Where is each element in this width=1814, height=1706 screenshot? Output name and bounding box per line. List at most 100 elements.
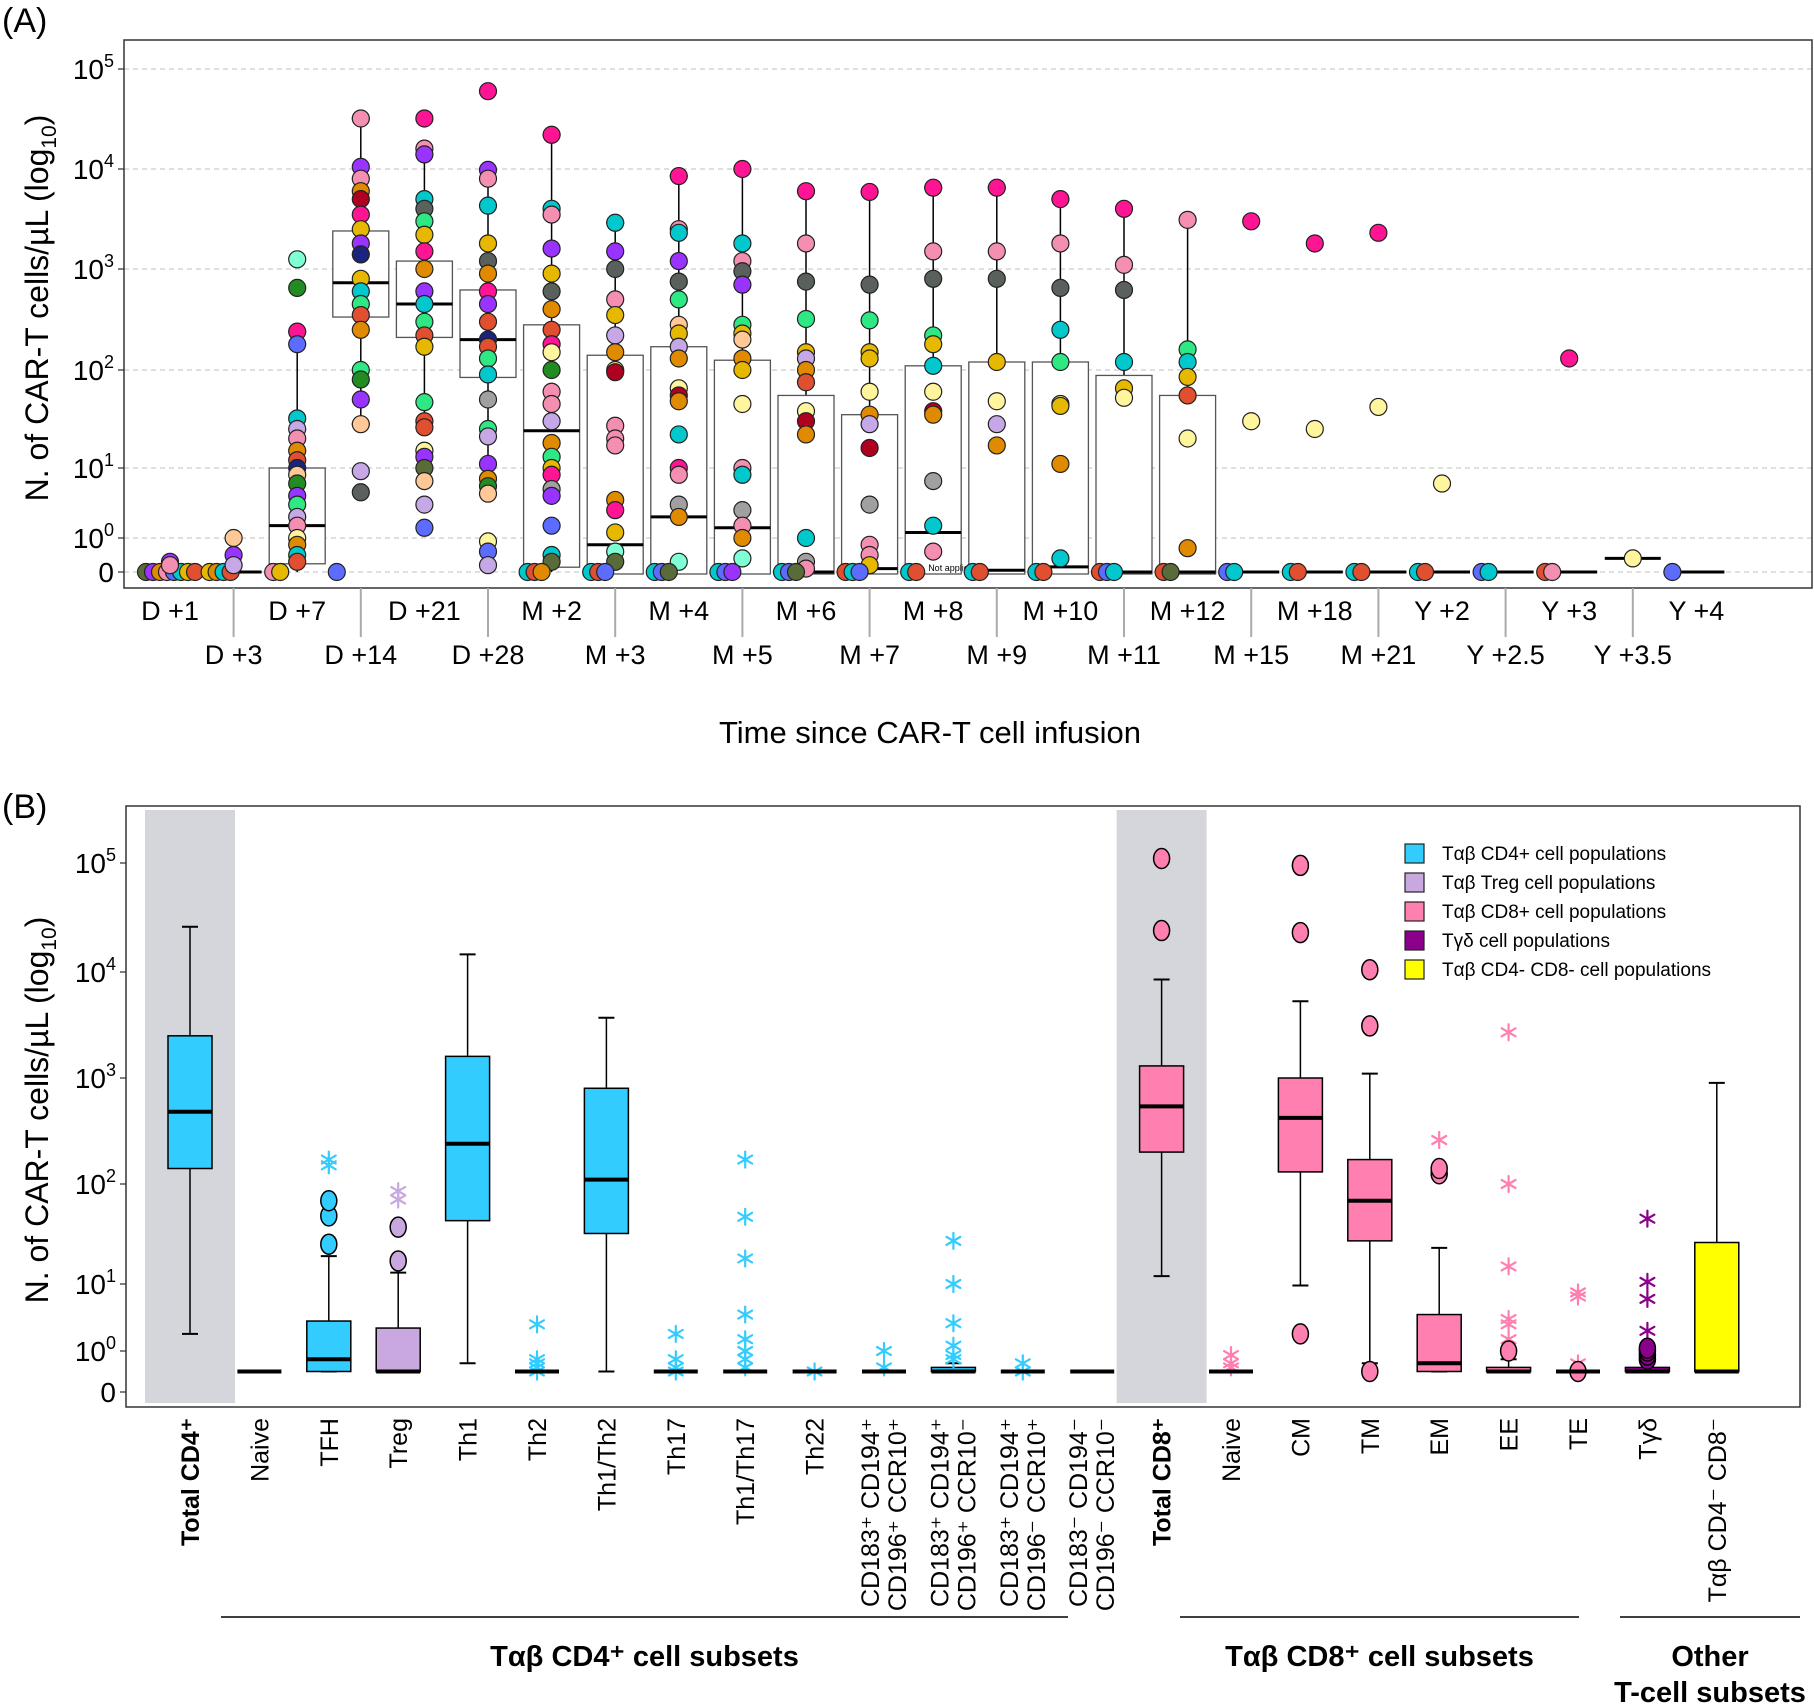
outlier-star-stroke xyxy=(1500,1261,1517,1272)
data-point xyxy=(351,370,370,389)
outlier-star-stroke xyxy=(1639,1325,1656,1336)
data-point xyxy=(1051,320,1070,339)
y-title-end: ) xyxy=(19,115,55,126)
y-tick-base: 10 xyxy=(73,355,104,386)
legend-swatch xyxy=(1404,930,1425,951)
y-tick-base: 10 xyxy=(75,1063,106,1094)
outlier-star-stroke xyxy=(1639,1213,1656,1224)
data-point xyxy=(542,239,561,258)
data-point xyxy=(351,390,370,409)
y-tick-label: 101 xyxy=(75,1266,116,1300)
outlier-circle xyxy=(1361,958,1379,981)
legend-label: Tαβ CD4- CD8- cell populations xyxy=(1442,960,1711,981)
x-tick-label: TFH xyxy=(316,1418,344,1467)
data-point xyxy=(415,471,434,491)
outlier-star xyxy=(667,1324,684,1343)
data-point xyxy=(669,272,688,291)
box xyxy=(306,1320,352,1373)
y-tick-label: 101 xyxy=(73,450,114,484)
box xyxy=(904,365,962,575)
legend-label: Tαβ Treg cell populations xyxy=(1442,873,1655,894)
outlier-star xyxy=(1639,1321,1656,1340)
x-tick-label: Tαβ CD4⁻ CD8⁻ xyxy=(1704,1418,1732,1602)
data-point xyxy=(606,242,625,261)
outlier-star xyxy=(737,1249,754,1268)
outlier-star xyxy=(945,1274,962,1294)
data-point xyxy=(542,486,561,505)
data-point xyxy=(415,225,434,244)
y-tick-exponent: 3 xyxy=(106,1060,116,1080)
x-tick-label-line: Naive xyxy=(246,1418,274,1482)
data-point xyxy=(327,562,346,582)
group-label: Tαβ CD4⁺ cell subsets xyxy=(490,1641,799,1673)
data-point xyxy=(1352,562,1371,582)
data-point xyxy=(478,234,498,253)
data-point xyxy=(669,290,688,309)
legend-label: Tγδ cell populations xyxy=(1442,931,1610,952)
data-point xyxy=(351,462,370,481)
data-point xyxy=(351,415,370,434)
panel-a-label: (A) xyxy=(2,2,47,40)
outlier-star xyxy=(1639,1272,1656,1291)
data-point xyxy=(860,182,879,202)
outlier-star xyxy=(1569,1287,1587,1306)
data-point xyxy=(478,264,498,283)
data-point xyxy=(733,159,752,179)
data-point xyxy=(224,528,243,548)
data-point xyxy=(1034,562,1053,582)
y-tick-label: 0 xyxy=(100,1377,116,1408)
outlier-circle xyxy=(320,1233,338,1255)
data-point xyxy=(160,556,180,575)
x-tick-label-line: Total CD8⁺ xyxy=(1149,1418,1177,1546)
data-point xyxy=(1560,349,1579,368)
data-point xyxy=(1051,549,1070,568)
x-tick-label: CD183⁺ CD194⁺CD196⁺ CCR10⁻ xyxy=(926,1418,981,1611)
outlier-star xyxy=(528,1315,546,1334)
data-point xyxy=(1305,419,1324,439)
y-tick-label: 102 xyxy=(73,352,114,386)
y-tick-exponent: 4 xyxy=(104,151,114,171)
outlier-star xyxy=(945,1231,962,1250)
data-point xyxy=(1114,388,1134,407)
data-point xyxy=(351,109,370,128)
data-point xyxy=(606,343,625,362)
data-point xyxy=(1479,562,1498,582)
x-tick-label: TM xyxy=(1357,1418,1385,1454)
data-point xyxy=(288,250,307,269)
data-point xyxy=(796,373,816,392)
x-tick-label: M +2 xyxy=(521,596,582,626)
x-tick-label: Treg xyxy=(385,1418,413,1468)
x-tick-label-line: Th1/Th17 xyxy=(732,1418,760,1525)
outlier-star-stroke xyxy=(667,1328,684,1339)
outlier-star-stroke xyxy=(528,1319,546,1330)
x-tick-label-line: CD196⁻ CCR10⁻ xyxy=(1092,1418,1120,1611)
outlier-star xyxy=(737,1305,754,1324)
data-point xyxy=(1178,429,1197,448)
data-point xyxy=(733,360,752,380)
data-point xyxy=(924,356,943,375)
data-point xyxy=(606,326,625,345)
data-point xyxy=(351,320,370,339)
outlier-circle xyxy=(1291,1323,1310,1345)
data-point xyxy=(1051,352,1070,372)
data-point xyxy=(1432,474,1452,493)
x-tick-label: D +28 xyxy=(452,640,525,670)
data-point xyxy=(606,436,625,455)
x-tick-label: Y +2.5 xyxy=(1466,640,1544,670)
legend-label: Tαβ CD8+ cell populations xyxy=(1442,902,1666,923)
x-tick-label-line: Th2 xyxy=(524,1418,552,1461)
x-tick-label: Th2 xyxy=(524,1418,552,1461)
data-point xyxy=(1242,212,1261,231)
data-point xyxy=(860,311,879,330)
data-point xyxy=(1114,280,1134,300)
x-tick-label-line: TM xyxy=(1357,1418,1385,1454)
data-point xyxy=(850,562,869,582)
outlier-star xyxy=(1500,1315,1517,1334)
box xyxy=(583,1087,630,1235)
y-tick-label: 103 xyxy=(73,251,114,285)
x-tick-label: M +11 xyxy=(1087,640,1161,670)
outlier-circle xyxy=(1152,847,1171,870)
x-tick-label: Y +3 xyxy=(1541,596,1597,626)
data-point xyxy=(415,418,434,437)
data-point xyxy=(415,259,434,279)
